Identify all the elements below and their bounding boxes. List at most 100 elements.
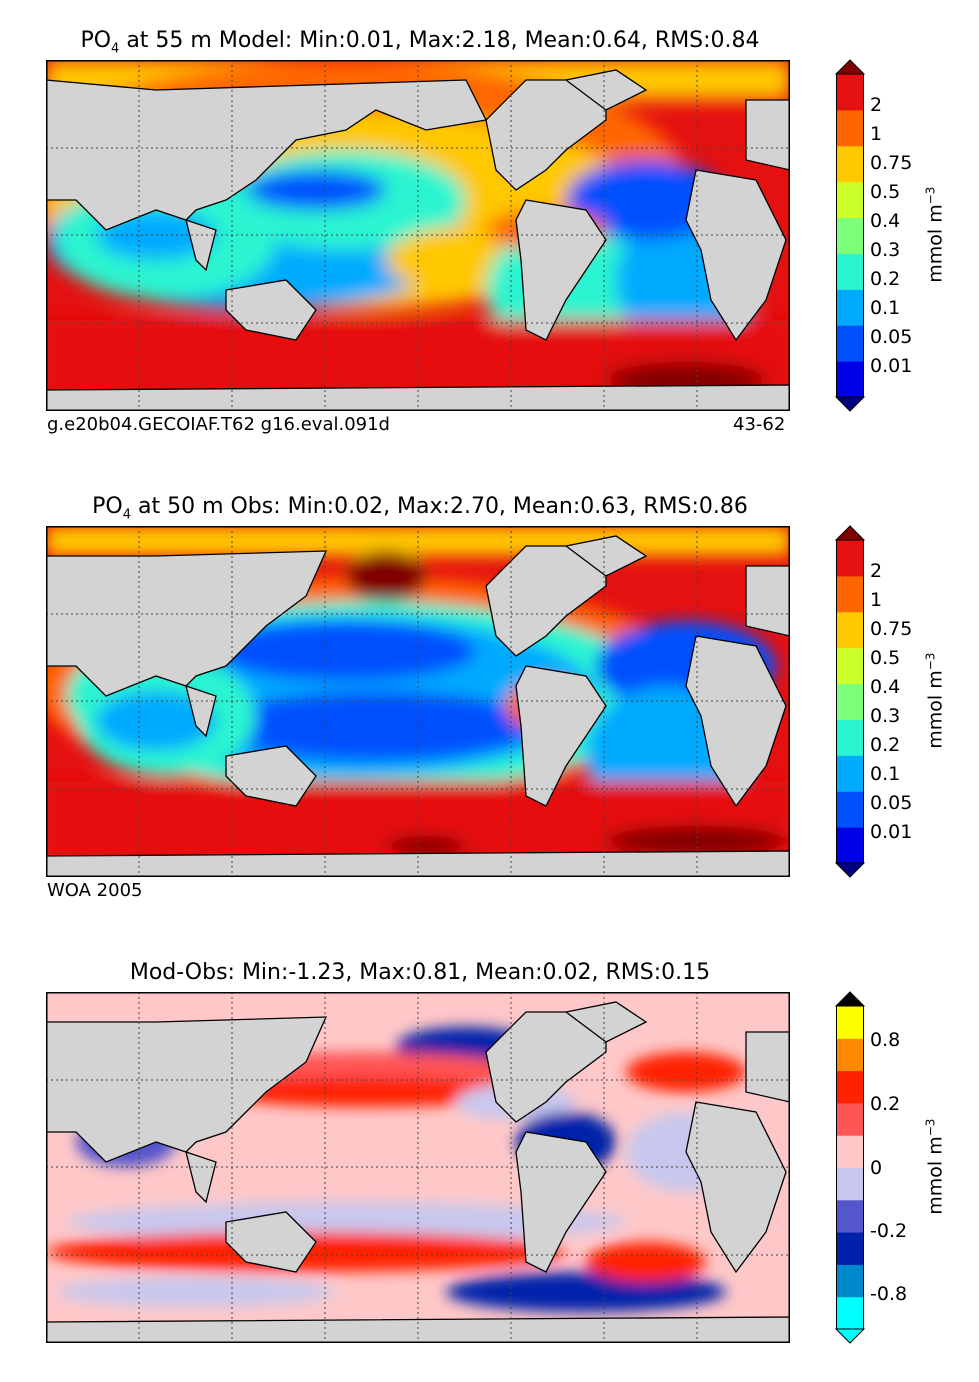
cbar1-tick-0.05: 0.05 xyxy=(870,326,913,348)
cbar1-tick-0.75: 0.75 xyxy=(870,152,913,174)
australia xyxy=(225,279,317,341)
cbar2-band-3 xyxy=(836,719,864,756)
map-frame xyxy=(46,992,790,1343)
colorbar-diff xyxy=(834,991,866,1344)
greenland xyxy=(564,535,648,577)
title-diff: Mod-Obs: Min:-1.23, Max:0.81, Mean:0.02,… xyxy=(129,960,711,985)
south-america xyxy=(515,199,607,341)
cbar2-tick-0.05: 0.05 xyxy=(870,792,913,814)
ross-high xyxy=(386,836,466,856)
cbar2-band-4 xyxy=(836,683,864,720)
cbar3-frame xyxy=(836,1005,864,1330)
npac-pos2 xyxy=(216,1077,516,1107)
cbar2-tick-0.5: 0.5 xyxy=(870,647,901,669)
eurasia xyxy=(46,79,487,231)
cbar2-tick-2: 2 xyxy=(870,560,883,582)
cbar3-unit: mmol m−3 xyxy=(923,1118,947,1215)
indian-low xyxy=(96,691,216,751)
greenland xyxy=(564,1001,648,1043)
cbar1-band-8 xyxy=(836,74,864,111)
cbar1-frame xyxy=(836,73,864,398)
cbar2-frame xyxy=(836,539,864,864)
cbar2-band-7 xyxy=(836,575,864,613)
india xyxy=(185,219,217,272)
cbar2-band-8 xyxy=(836,540,864,577)
cbar3-band-8 xyxy=(836,1038,864,1072)
europe xyxy=(745,565,790,637)
antarctica xyxy=(46,384,790,411)
cbar3-band-6 xyxy=(836,1102,864,1136)
cbar1-tick-0.2: 0.2 xyxy=(870,268,901,290)
south-america xyxy=(515,1131,607,1273)
satl-pos xyxy=(586,1242,706,1282)
cbar3-extend-high xyxy=(834,991,866,1007)
footer-case-name: g.e20b04.GECOIAF.T62 g16.eval.091d xyxy=(47,414,390,435)
npac-low xyxy=(216,621,476,681)
colorbar-model xyxy=(834,59,866,412)
sopac-neg xyxy=(66,1202,626,1242)
cbar2-unit: mmol m−3 xyxy=(923,652,947,749)
weddell-high xyxy=(606,826,786,856)
cbar3-band-1 xyxy=(836,1264,864,1298)
antarctica xyxy=(46,1316,790,1343)
cbar2-extend-high xyxy=(834,525,866,541)
africa xyxy=(685,635,787,808)
cbar2-tick-0.75: 0.75 xyxy=(870,618,913,640)
india xyxy=(185,685,217,738)
cbar3-band-7 xyxy=(836,1070,864,1104)
cbar1-tick-2: 2 xyxy=(870,94,883,116)
title-model: PO4 at 55 m Model: Min:0.01, Max:2.18, M… xyxy=(80,28,760,57)
cbar1-tick-0.4: 0.4 xyxy=(870,210,901,232)
cbar2-band-1 xyxy=(836,791,864,828)
title-obs: PO4 at 50 m Obs: Min:0.02, Max:2.70, Mea… xyxy=(92,494,748,523)
cbar3-tick-neg0.8: -0.8 xyxy=(870,1283,908,1305)
north-america xyxy=(485,79,607,191)
cbar2-band-6 xyxy=(836,611,864,649)
cbar1-band-1 xyxy=(836,325,864,362)
cbar1-tick-0.5: 0.5 xyxy=(870,181,901,203)
cbar1-band-3 xyxy=(836,253,864,290)
cbar1-tick-0.3: 0.3 xyxy=(870,239,901,261)
cbar2-band-2 xyxy=(836,755,864,792)
cbar2-tick-0.01: 0.01 xyxy=(870,821,913,843)
continents xyxy=(46,1001,790,1343)
colorbar-obs xyxy=(834,525,866,878)
npac-low xyxy=(246,170,386,210)
eurasia xyxy=(46,550,328,697)
cbar1-tick-1: 1 xyxy=(870,123,883,145)
antarctica xyxy=(46,850,790,877)
cbar2-tick-0.3: 0.3 xyxy=(870,705,901,727)
africa xyxy=(685,169,787,342)
natl-pos xyxy=(626,1052,746,1092)
europe xyxy=(745,1031,790,1103)
australia xyxy=(225,1211,317,1273)
panel-model: PO4 at 55 m Model: Min:0.01, Max:2.18, M… xyxy=(0,0,979,450)
north-america xyxy=(485,545,607,657)
cbar1-band-6 xyxy=(836,145,864,183)
cbar1-band-5 xyxy=(836,181,864,219)
cbar2-tick-0.4: 0.4 xyxy=(870,676,901,698)
cbar3-tick-0: 0 xyxy=(870,1157,883,1179)
cbar1-band-0 xyxy=(836,361,864,398)
cbar1-band-2 xyxy=(836,289,864,326)
cbar1-tick-0.01: 0.01 xyxy=(870,355,913,377)
cbar1-band-7 xyxy=(836,109,864,147)
footer-depth-range: 43-62 xyxy=(733,414,786,435)
cbar2-band-5 xyxy=(836,647,864,685)
gridlines xyxy=(46,992,790,1343)
cbar2-tick-0.1: 0.1 xyxy=(870,763,901,785)
cbar2-band-0 xyxy=(836,827,864,864)
cbar3-tick-0.8: 0.8 xyxy=(870,1029,901,1051)
south-america xyxy=(515,665,607,807)
cbar1-unit: mmol m−3 xyxy=(923,186,947,283)
europe xyxy=(745,99,790,171)
cbar3-band-0 xyxy=(836,1296,864,1330)
map-frame xyxy=(46,60,790,411)
southern-neg2 xyxy=(56,1277,336,1307)
continents xyxy=(46,69,790,411)
cbar3-band-5 xyxy=(836,1135,864,1168)
spac-low xyxy=(216,691,536,761)
map-model xyxy=(46,60,790,411)
india xyxy=(185,1151,217,1204)
cbar3-tick-0.2: 0.2 xyxy=(870,1093,901,1115)
